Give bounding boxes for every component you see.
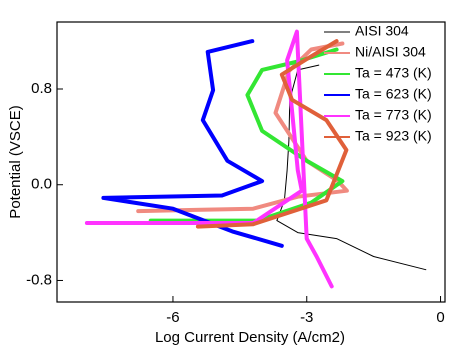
legend-label: Ta = 773 (K) (355, 107, 432, 123)
legend-label: Ni/AISI 304 (355, 44, 426, 60)
series-line (84, 29, 334, 289)
series-line (195, 39, 349, 229)
legend-label: Ta = 473 (K) (355, 65, 432, 81)
legend-label: Ta = 623 (K) (355, 86, 432, 102)
x-tick-label: -3 (300, 309, 313, 326)
x-axis-label: Log Current Density (A/cm2) (155, 329, 345, 346)
series-line (101, 39, 284, 248)
y-tick-label: -0.8 (26, 271, 52, 288)
x-tick-label: 0 (436, 309, 444, 326)
legend-label: AISI 304 (355, 23, 409, 39)
plot-frame (56, 21, 446, 303)
y-axis-label: Potential (VSCE) (7, 105, 24, 218)
y-tick-label: 0.8 (31, 80, 52, 97)
y-tick-label: 0.0 (31, 176, 52, 193)
series-line (136, 41, 349, 214)
x-tick-label: -6 (166, 309, 179, 326)
legend-label: Ta = 923 (K) (355, 128, 432, 144)
series-line (148, 47, 345, 223)
